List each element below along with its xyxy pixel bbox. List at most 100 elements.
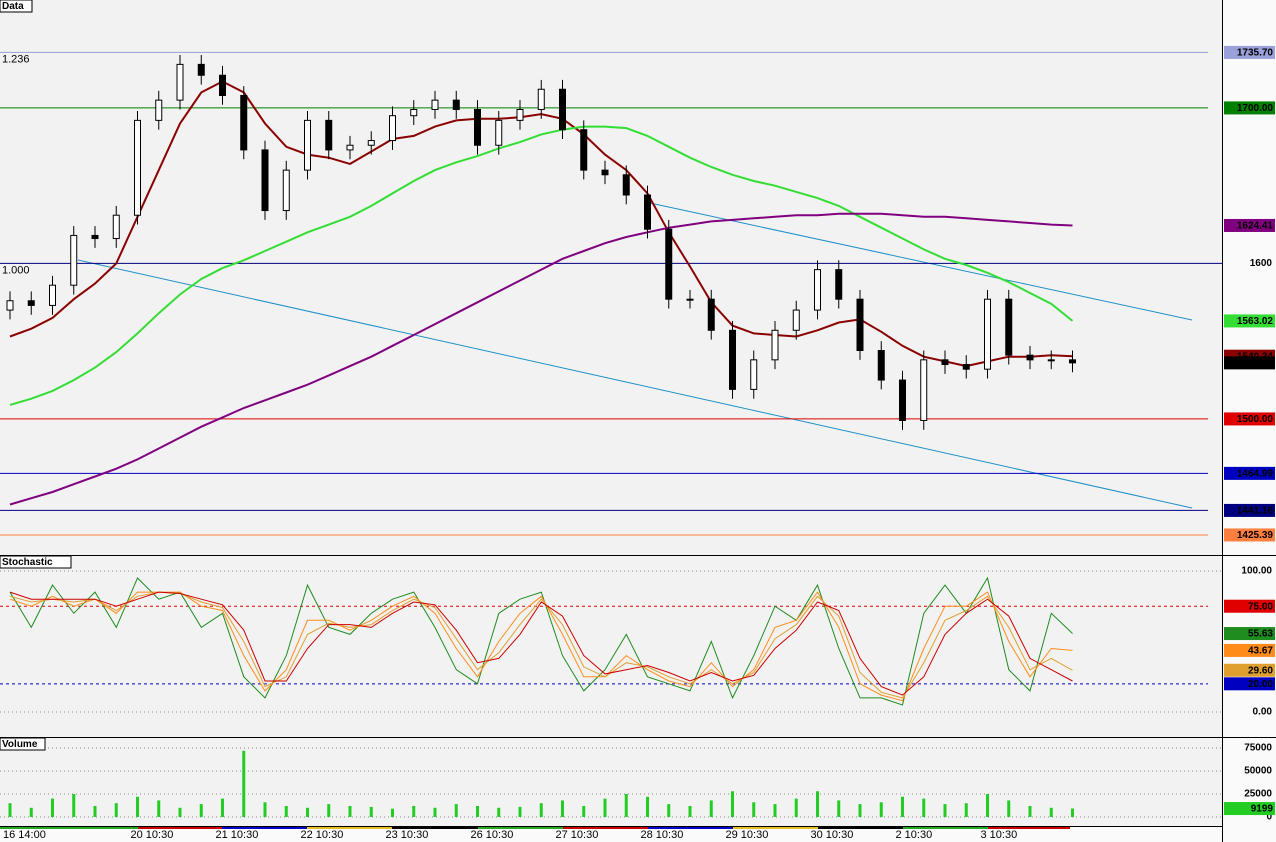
volume-bar (986, 793, 989, 817)
candle-body (601, 169, 609, 176)
candle-body (431, 99, 439, 110)
candle-body (155, 99, 163, 121)
volume-bar (242, 750, 246, 817)
session-bar (648, 827, 733, 829)
volume-bar (72, 793, 76, 817)
volume-bar (624, 793, 628, 817)
candle-body (962, 364, 970, 370)
value-box-label: 1563.02 (1237, 316, 1274, 327)
value-box-label: 29.60 (1248, 665, 1273, 676)
value-box (1224, 356, 1275, 370)
volume-bar (879, 802, 883, 817)
y-tick-label: 75000 (1244, 743, 1272, 754)
volume-bar (731, 791, 734, 817)
candle-body (814, 269, 821, 311)
candle-body (665, 228, 673, 300)
volume-bar (794, 798, 798, 817)
candle-body (559, 88, 566, 131)
volume-bar (369, 806, 373, 817)
candle-body (474, 108, 481, 146)
candle-body (750, 359, 758, 390)
volume-bar (667, 804, 671, 817)
candle-body (27, 300, 35, 306)
x-tick-label: 22 10:30 (301, 829, 344, 841)
x-tick-label: 28 10:30 (641, 829, 684, 841)
panel-title-box (0, 555, 72, 569)
volume-bar (518, 806, 522, 817)
value-box-label: 43.67 (1248, 646, 1273, 657)
session-bar (138, 827, 222, 829)
candle-body (197, 63, 205, 76)
value-box (1224, 218, 1275, 232)
volume-bar (964, 803, 968, 817)
volume-bar (8, 803, 12, 817)
candle-body (941, 359, 949, 366)
volume-bar (1049, 807, 1053, 817)
trend-line (649, 202, 1193, 321)
value-box (1224, 45, 1275, 59)
candle-body (877, 350, 885, 381)
session-bar (307, 827, 392, 829)
volume-bar (348, 805, 352, 817)
candle-body (899, 379, 906, 421)
panel-title-box (0, 0, 33, 13)
volume-bar (306, 807, 309, 817)
volume-bar (816, 791, 819, 817)
moving-average (9, 125, 1074, 406)
y-tick-label: 50000 (1244, 766, 1272, 777)
value-box (1224, 802, 1275, 816)
candle-body (49, 284, 56, 306)
value-box (1224, 528, 1275, 542)
value-box-label: 20.00 (1248, 679, 1273, 690)
x-tick-label: 2 10:30 (896, 829, 933, 841)
value-box-label: 9199 (1251, 804, 1274, 815)
candle-body (495, 119, 503, 146)
candle-body (707, 298, 715, 331)
candle-body (325, 119, 333, 151)
candle-body (176, 63, 184, 101)
volume-bar (412, 805, 416, 817)
volume-bar (136, 796, 139, 817)
x-tick-label: 27 10:30 (556, 829, 599, 841)
session-strip (0, 827, 1070, 829)
candle-body (70, 234, 78, 286)
volume-bar (922, 798, 926, 817)
value-box-label: 1735.70 (1237, 48, 1274, 59)
x-tick-label: 16 14:00 (3, 829, 46, 841)
value-box-label: 55.63 (1248, 629, 1273, 640)
panel-title: Volume (2, 739, 38, 750)
session-bar (988, 827, 1070, 829)
stochastic-line (9, 591, 1073, 696)
session-bar (0, 827, 138, 829)
value-box-label: 1441.16 (1237, 506, 1274, 517)
volume-bar (157, 800, 161, 817)
y-tick-label: 1600 (1250, 258, 1273, 269)
value-box (1224, 412, 1275, 426)
candle-body (1005, 298, 1013, 356)
volume-bar (582, 805, 586, 817)
candle-body (771, 329, 779, 361)
candle-body (984, 298, 991, 370)
value-box (1224, 627, 1275, 641)
volume-bar (29, 807, 33, 817)
session-bar (478, 827, 563, 829)
candle-body (729, 329, 736, 390)
plot-area (0, 0, 1222, 826)
candle-body (537, 88, 545, 110)
volume-bar (709, 800, 713, 817)
session-bar (733, 827, 818, 829)
moving-average (9, 212, 1073, 506)
candle-body (622, 174, 630, 196)
volume-bar (93, 805, 97, 817)
volume-bar (1028, 805, 1032, 817)
value-box-label: 1536.06 (1237, 358, 1274, 369)
x-tick-label: 21 10:30 (216, 829, 259, 841)
volume-bar (943, 804, 947, 817)
candle-body (644, 194, 651, 230)
candle-body (112, 214, 120, 240)
x-tick-label: 29 10:30 (726, 829, 769, 841)
candle-body (1047, 359, 1055, 362)
session-bar (563, 827, 648, 829)
fib-label: 1.000 (2, 264, 30, 276)
volume-bar (858, 804, 862, 817)
